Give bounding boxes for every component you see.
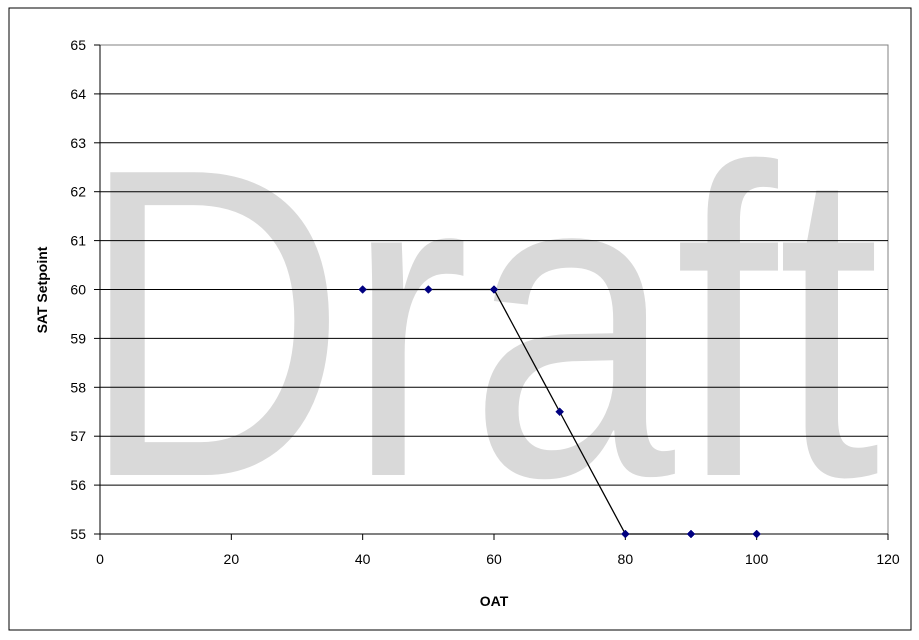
y-tick-label: 56 bbox=[70, 477, 86, 493]
y-tick-label: 57 bbox=[70, 428, 86, 444]
x-tick-label: 80 bbox=[618, 551, 634, 567]
watermark-text: Draft bbox=[80, 78, 881, 569]
x-tick-label: 120 bbox=[876, 551, 900, 567]
x-tick-label: 100 bbox=[745, 551, 769, 567]
y-tick-label: 62 bbox=[70, 184, 86, 200]
data-point bbox=[358, 285, 368, 294]
y-tick-label: 65 bbox=[70, 37, 86, 53]
y-tick-label: 59 bbox=[70, 330, 86, 346]
data-point bbox=[686, 529, 696, 539]
x-tick-label: 40 bbox=[355, 551, 371, 567]
axis-layer: 55 56 57 58 59 60 61 62 63 64 65 0 20 40 60 80 100 120 bbox=[70, 37, 899, 567]
x-axis-label: OAT bbox=[480, 593, 509, 609]
y-tick-label: 64 bbox=[70, 86, 86, 102]
series-layer bbox=[358, 285, 762, 539]
y-tick-label: 60 bbox=[70, 282, 86, 298]
data-point bbox=[423, 285, 433, 294]
grid-layer bbox=[100, 93, 888, 486]
y-axis-label: SAT Setpoint bbox=[34, 246, 50, 333]
data-point bbox=[620, 529, 630, 539]
data-point bbox=[489, 285, 499, 294]
y-tick-label: 55 bbox=[70, 526, 86, 542]
data-point bbox=[752, 529, 762, 539]
x-tick-label: 20 bbox=[224, 551, 240, 567]
x-tick-label: 0 bbox=[96, 551, 104, 567]
x-tick-label: 60 bbox=[486, 551, 502, 567]
data-point bbox=[555, 407, 565, 417]
y-tick-label: 63 bbox=[70, 135, 86, 151]
y-tick-label: 58 bbox=[70, 379, 86, 395]
y-tick-label: 61 bbox=[70, 233, 86, 249]
